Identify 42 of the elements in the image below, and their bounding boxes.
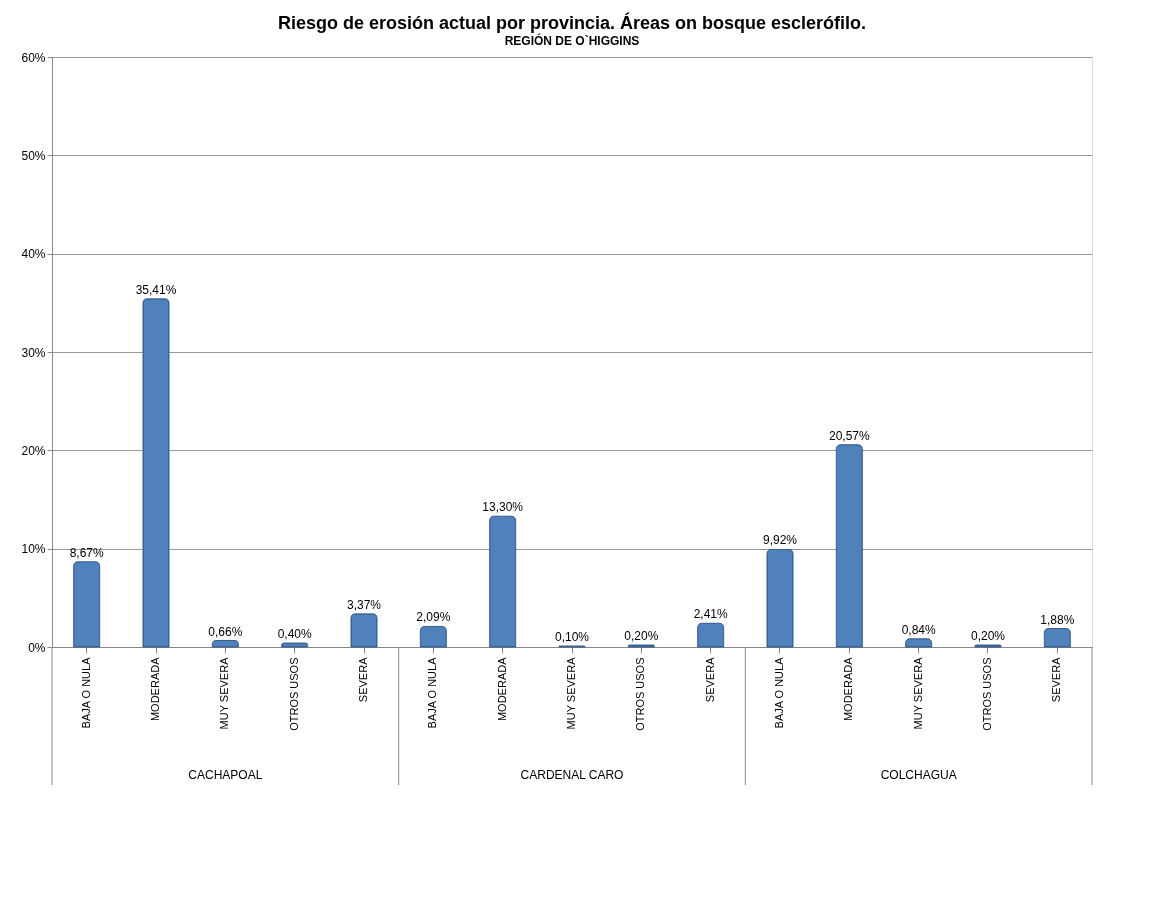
data-label: 0,10% <box>554 630 590 645</box>
data-label: 0,40% <box>277 627 313 642</box>
y-tick-label: 50% <box>21 148 46 163</box>
x-tick-label: SEVERA <box>1050 656 1063 703</box>
x-tick-label: MODERADA <box>149 656 161 722</box>
data-label: 9,92% <box>762 533 798 548</box>
data-label: 2,41% <box>693 607 729 622</box>
data-label: 0,20% <box>970 629 1006 644</box>
chart-subtitle: REGIÓN DE O`HIGGINS <box>504 33 640 48</box>
y-tick-label: 30% <box>21 345 46 360</box>
data-label: 3,37% <box>346 597 382 612</box>
text: COLCHAGUA <box>880 768 957 782</box>
y-tick-label: 60% <box>21 50 46 65</box>
x-tick-label: BAJA O NULA <box>79 656 92 729</box>
x-tick-label: MODERADA <box>842 656 855 722</box>
data-label: 0,20% <box>624 629 659 644</box>
text: CARDENAL CARO <box>520 768 624 782</box>
data-label: 0,84% <box>901 622 937 637</box>
x-tick-label: MODERADA <box>495 656 508 722</box>
data-label: 2,09% <box>416 610 451 625</box>
x-tick-label: BAJA O NULA <box>773 656 785 729</box>
data-label: 0,66% <box>208 624 243 639</box>
x-tick-label: MUY SEVERA <box>911 656 924 730</box>
data-label: 1,88% <box>1040 612 1075 627</box>
data-label: 13,30% <box>482 500 524 515</box>
y-tick-label: 20% <box>21 443 46 458</box>
data-label: 35,41% <box>135 282 177 297</box>
y-tick-label: 40% <box>21 247 46 262</box>
y-tick-label: 10% <box>21 542 46 557</box>
chart-title: Riesgo de erosión actual por provincia. Áreas on bosque esclerófilo. <box>277 12 867 33</box>
data-label: 8,67% <box>69 545 105 560</box>
x-tick-label: MUY SEVERA <box>218 656 231 730</box>
x-tick-label: MUY SEVERA <box>565 656 577 730</box>
x-tick-label: SEVERA <box>357 656 369 703</box>
x-tick-label: SEVERA <box>703 656 716 703</box>
data-label: 20,57% <box>828 428 871 443</box>
y-tick-label: 0% <box>28 640 46 655</box>
x-tick-label: BAJA O NULA <box>426 656 439 729</box>
x-tick-label: OTROS USOS <box>981 657 993 731</box>
x-tick-label: OTROS USOS <box>634 657 647 731</box>
text: CACHAPOAL <box>188 768 263 782</box>
x-tick-label: OTROS USOS <box>287 657 300 731</box>
